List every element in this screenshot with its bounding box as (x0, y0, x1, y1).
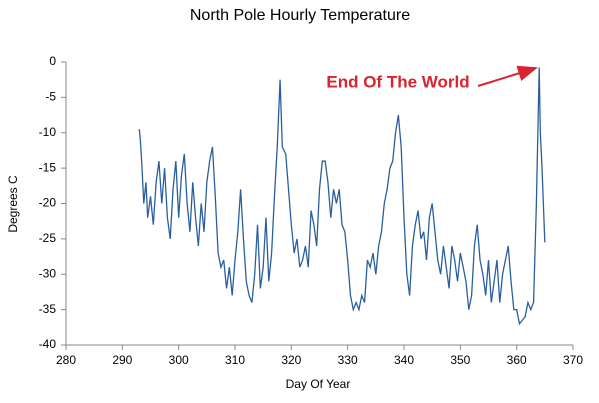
x-tick-label: 300 (169, 353, 189, 367)
x-tick-label: 280 (56, 353, 76, 367)
x-tick-label: 350 (450, 353, 470, 367)
y-tick-label: -20 (39, 196, 57, 210)
annotation: End Of The World (326, 72, 469, 91)
annotation-arrow (477, 65, 538, 87)
x-tick-label: 340 (394, 353, 414, 367)
y-tick-label: -5 (45, 90, 56, 104)
x-tick-label: 290 (112, 353, 132, 367)
y-tick-label: -35 (39, 302, 57, 316)
x-axis-label: Day Of Year (286, 377, 351, 391)
y-axis-label: Degrees C (6, 175, 20, 233)
x-tick-label: 320 (281, 353, 301, 367)
line (138, 67, 546, 326)
y-tick-label: -15 (39, 160, 57, 174)
x-tick-label: 310 (225, 353, 245, 367)
chart-title: North Pole Hourly Temperature (190, 7, 410, 24)
y-tick-label: -10 (39, 125, 57, 139)
y-tick-label: 0 (49, 54, 56, 68)
x-tick-label: 360 (507, 353, 527, 367)
x-tick-label: 330 (338, 353, 358, 367)
x-tick-label: 370 (563, 353, 583, 367)
y-tick-label: -40 (39, 337, 57, 351)
y-tick-label: -25 (39, 231, 57, 245)
y-tick-label: -30 (39, 266, 57, 280)
